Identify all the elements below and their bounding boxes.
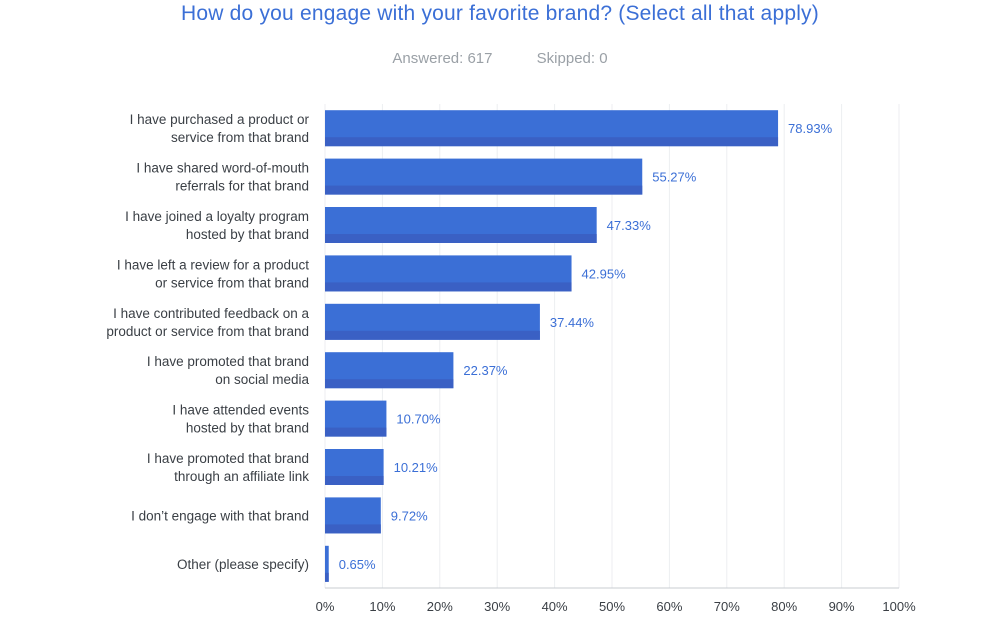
value-label: 42.95% bbox=[582, 266, 627, 281]
skipped-count: Skipped: 0 bbox=[536, 50, 608, 67]
response-stats: Answered: 617 Skipped: 0 bbox=[0, 50, 1000, 67]
value-label: 10.70% bbox=[396, 412, 441, 427]
answered-count: Answered: 617 bbox=[392, 50, 493, 67]
category-label: service from that brand bbox=[171, 130, 309, 145]
category-label: or service from that brand bbox=[155, 275, 309, 290]
bar-shadow bbox=[325, 476, 384, 485]
x-tick-label: 20% bbox=[427, 599, 453, 614]
bar bbox=[325, 545, 329, 582]
value-label: 55.27% bbox=[652, 170, 697, 185]
category-label: hosted by that brand bbox=[186, 421, 309, 436]
bar-shadow bbox=[325, 330, 540, 340]
category-label: hosted by that brand bbox=[186, 227, 309, 242]
value-label: 78.93% bbox=[788, 121, 833, 136]
x-tick-label: 100% bbox=[882, 599, 916, 614]
bar-shadow bbox=[325, 572, 329, 582]
x-tick-label: 30% bbox=[484, 599, 510, 614]
category-label: I have left a review for a product bbox=[117, 257, 309, 272]
x-tick-label: 60% bbox=[656, 599, 682, 614]
bar-shadow bbox=[325, 379, 454, 389]
chart-title: How do you engage with your favorite bra… bbox=[181, 2, 819, 25]
bar-shadow bbox=[325, 137, 779, 147]
bar-shadow bbox=[325, 524, 381, 534]
value-label: 22.37% bbox=[463, 363, 508, 378]
x-tick-label: 40% bbox=[542, 599, 568, 614]
category-label: I have joined a loyalty program bbox=[125, 209, 309, 224]
value-label: 9.72% bbox=[391, 508, 428, 523]
category-label: I have shared word-of-mouth bbox=[136, 161, 309, 176]
category-label: I have promoted that brand bbox=[147, 354, 309, 369]
value-label: 0.65% bbox=[339, 557, 376, 572]
category-label: I have purchased a product or bbox=[130, 112, 310, 127]
x-tick-label: 80% bbox=[771, 599, 797, 614]
category-label: I have promoted that brand bbox=[147, 451, 309, 466]
bar-shadow bbox=[325, 185, 643, 195]
bar-shadow bbox=[325, 282, 572, 292]
value-label: 10.21% bbox=[394, 460, 439, 475]
category-label: referrals for that brand bbox=[175, 179, 309, 194]
x-tick-label: 90% bbox=[829, 599, 855, 614]
category-label: product or service from that brand bbox=[106, 324, 309, 339]
value-label: 47.33% bbox=[607, 218, 652, 233]
bar-shadow bbox=[325, 427, 387, 437]
category-label: I have contributed feedback on a bbox=[113, 306, 309, 321]
category-label: I don’t engage with that brand bbox=[131, 508, 309, 523]
value-label: 37.44% bbox=[550, 315, 595, 330]
category-label: Other (please specify) bbox=[177, 557, 309, 572]
x-tick-label: 10% bbox=[369, 599, 395, 614]
bar-shadow bbox=[325, 234, 597, 243]
category-label: through an affiliate link bbox=[174, 469, 309, 484]
x-tick-label: 70% bbox=[714, 599, 740, 614]
x-tick-label: 50% bbox=[599, 599, 625, 614]
x-tick-label: 0% bbox=[316, 599, 335, 614]
category-label: I have attended events bbox=[172, 403, 309, 418]
category-label: on social media bbox=[215, 372, 309, 387]
